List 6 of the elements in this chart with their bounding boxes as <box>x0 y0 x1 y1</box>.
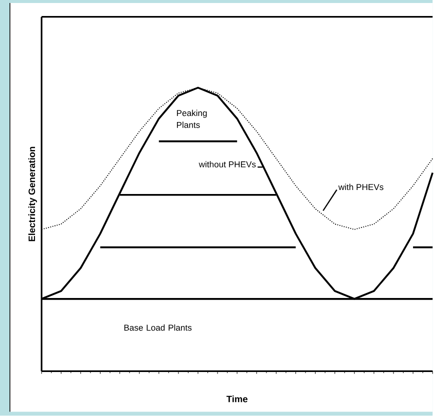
y-axis-title: Electricity Generation <box>28 146 37 242</box>
x-axis-title: Time <box>226 396 248 402</box>
annotation: Peaking Plants <box>176 110 207 128</box>
annotation: Base Load Plants <box>124 324 192 331</box>
text: with PHEVs <box>338 184 384 190</box>
legend-label: without PHEVs <box>198 161 256 168</box>
